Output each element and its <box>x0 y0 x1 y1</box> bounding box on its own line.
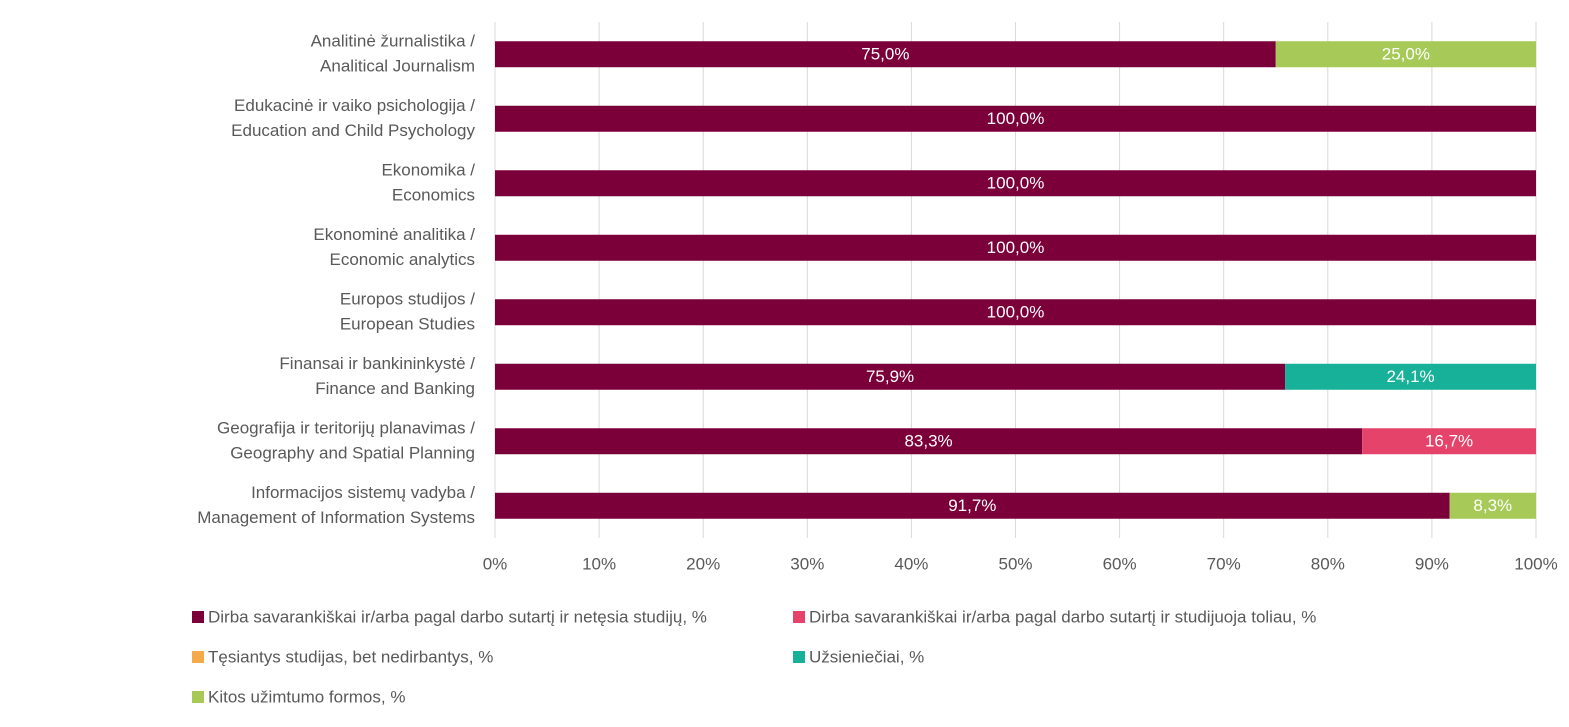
legend-swatch <box>192 651 204 663</box>
bar-segment <box>495 105 1536 132</box>
legend-label: Tęsiantys studijas, bet nedirbantys, % <box>208 647 493 666</box>
x-tick-label: 30% <box>790 554 824 573</box>
data-label: 83,3% <box>904 432 952 451</box>
bar-segment <box>1449 492 1536 519</box>
x-tick-label: 10% <box>582 554 616 573</box>
x-tick-label: 70% <box>1207 554 1241 573</box>
y-tick-label: Analitical Journalism <box>320 57 475 76</box>
data-label: 91,7% <box>948 496 996 515</box>
data-label: 75,0% <box>861 45 909 64</box>
legend-swatch <box>192 691 204 703</box>
y-tick-label: Management of Information Systems <box>197 508 475 527</box>
data-label: 16,7% <box>1425 432 1473 451</box>
bar-segment <box>495 299 1536 326</box>
x-tick-label: 60% <box>1103 554 1137 573</box>
legend-label: Dirba savarankiškai ir/arba pagal darbo … <box>809 607 1316 626</box>
bar-segment <box>1362 428 1536 455</box>
data-label: 25,0% <box>1382 45 1430 64</box>
y-tick-label: Europos studijos / <box>340 290 475 309</box>
x-tick-label: 80% <box>1311 554 1345 573</box>
data-label: 100,0% <box>987 109 1045 128</box>
bar-segment <box>495 170 1536 197</box>
x-tick-label: 0% <box>483 554 508 573</box>
data-label: 24,1% <box>1386 367 1434 386</box>
bar-segment <box>495 363 1286 390</box>
x-tick-label: 20% <box>686 554 720 573</box>
y-tick-label: Economic analytics <box>329 250 475 269</box>
x-tick-label: 100% <box>1514 554 1557 573</box>
legend-swatch <box>793 651 805 663</box>
y-tick-label: Education and Child Psychology <box>231 121 475 140</box>
y-tick-label: Geography and Spatial Planning <box>230 444 475 463</box>
y-tick-label: Ekonominė analitika / <box>313 225 475 244</box>
data-label: 100,0% <box>987 303 1045 322</box>
x-tick-label: 50% <box>998 554 1032 573</box>
data-label: 100,0% <box>987 238 1045 257</box>
y-tick-label: Analitinė žurnalistika / <box>311 32 476 51</box>
data-label: 8,3% <box>1473 496 1512 515</box>
y-tick-label: Finance and Banking <box>315 379 475 398</box>
bar-segment <box>495 492 1450 519</box>
x-tick-label: 90% <box>1415 554 1449 573</box>
bar-segment <box>1285 363 1536 390</box>
bar-segment <box>495 428 1363 455</box>
data-label: 75,9% <box>866 367 914 386</box>
legend-label: Dirba savarankiškai ir/arba pagal darbo … <box>208 607 707 626</box>
bar-segment <box>495 41 1276 68</box>
data-label: 100,0% <box>987 174 1045 193</box>
y-tick-label: Edukacinė ir vaiko psichologija / <box>234 96 475 115</box>
y-tick-label: Geografija ir teritorijų planavimas / <box>217 419 475 438</box>
y-tick-label: Ekonomika / <box>381 161 475 180</box>
x-tick-label: 40% <box>894 554 928 573</box>
bar-segment <box>495 234 1536 261</box>
y-tick-label: Informacijos sistemų vadyba / <box>251 483 475 502</box>
y-tick-label: Finansai ir bankininkystė / <box>279 354 475 373</box>
legend-swatch <box>793 611 805 623</box>
bar-segment <box>1275 41 1536 68</box>
y-tick-label: European Studies <box>340 315 475 334</box>
y-tick-label: Economics <box>392 186 475 205</box>
legend-label: Užsieniečiai, % <box>809 647 924 666</box>
legend-swatch <box>192 611 204 623</box>
legend-label: Kitos užimtumo formos, % <box>208 687 405 706</box>
